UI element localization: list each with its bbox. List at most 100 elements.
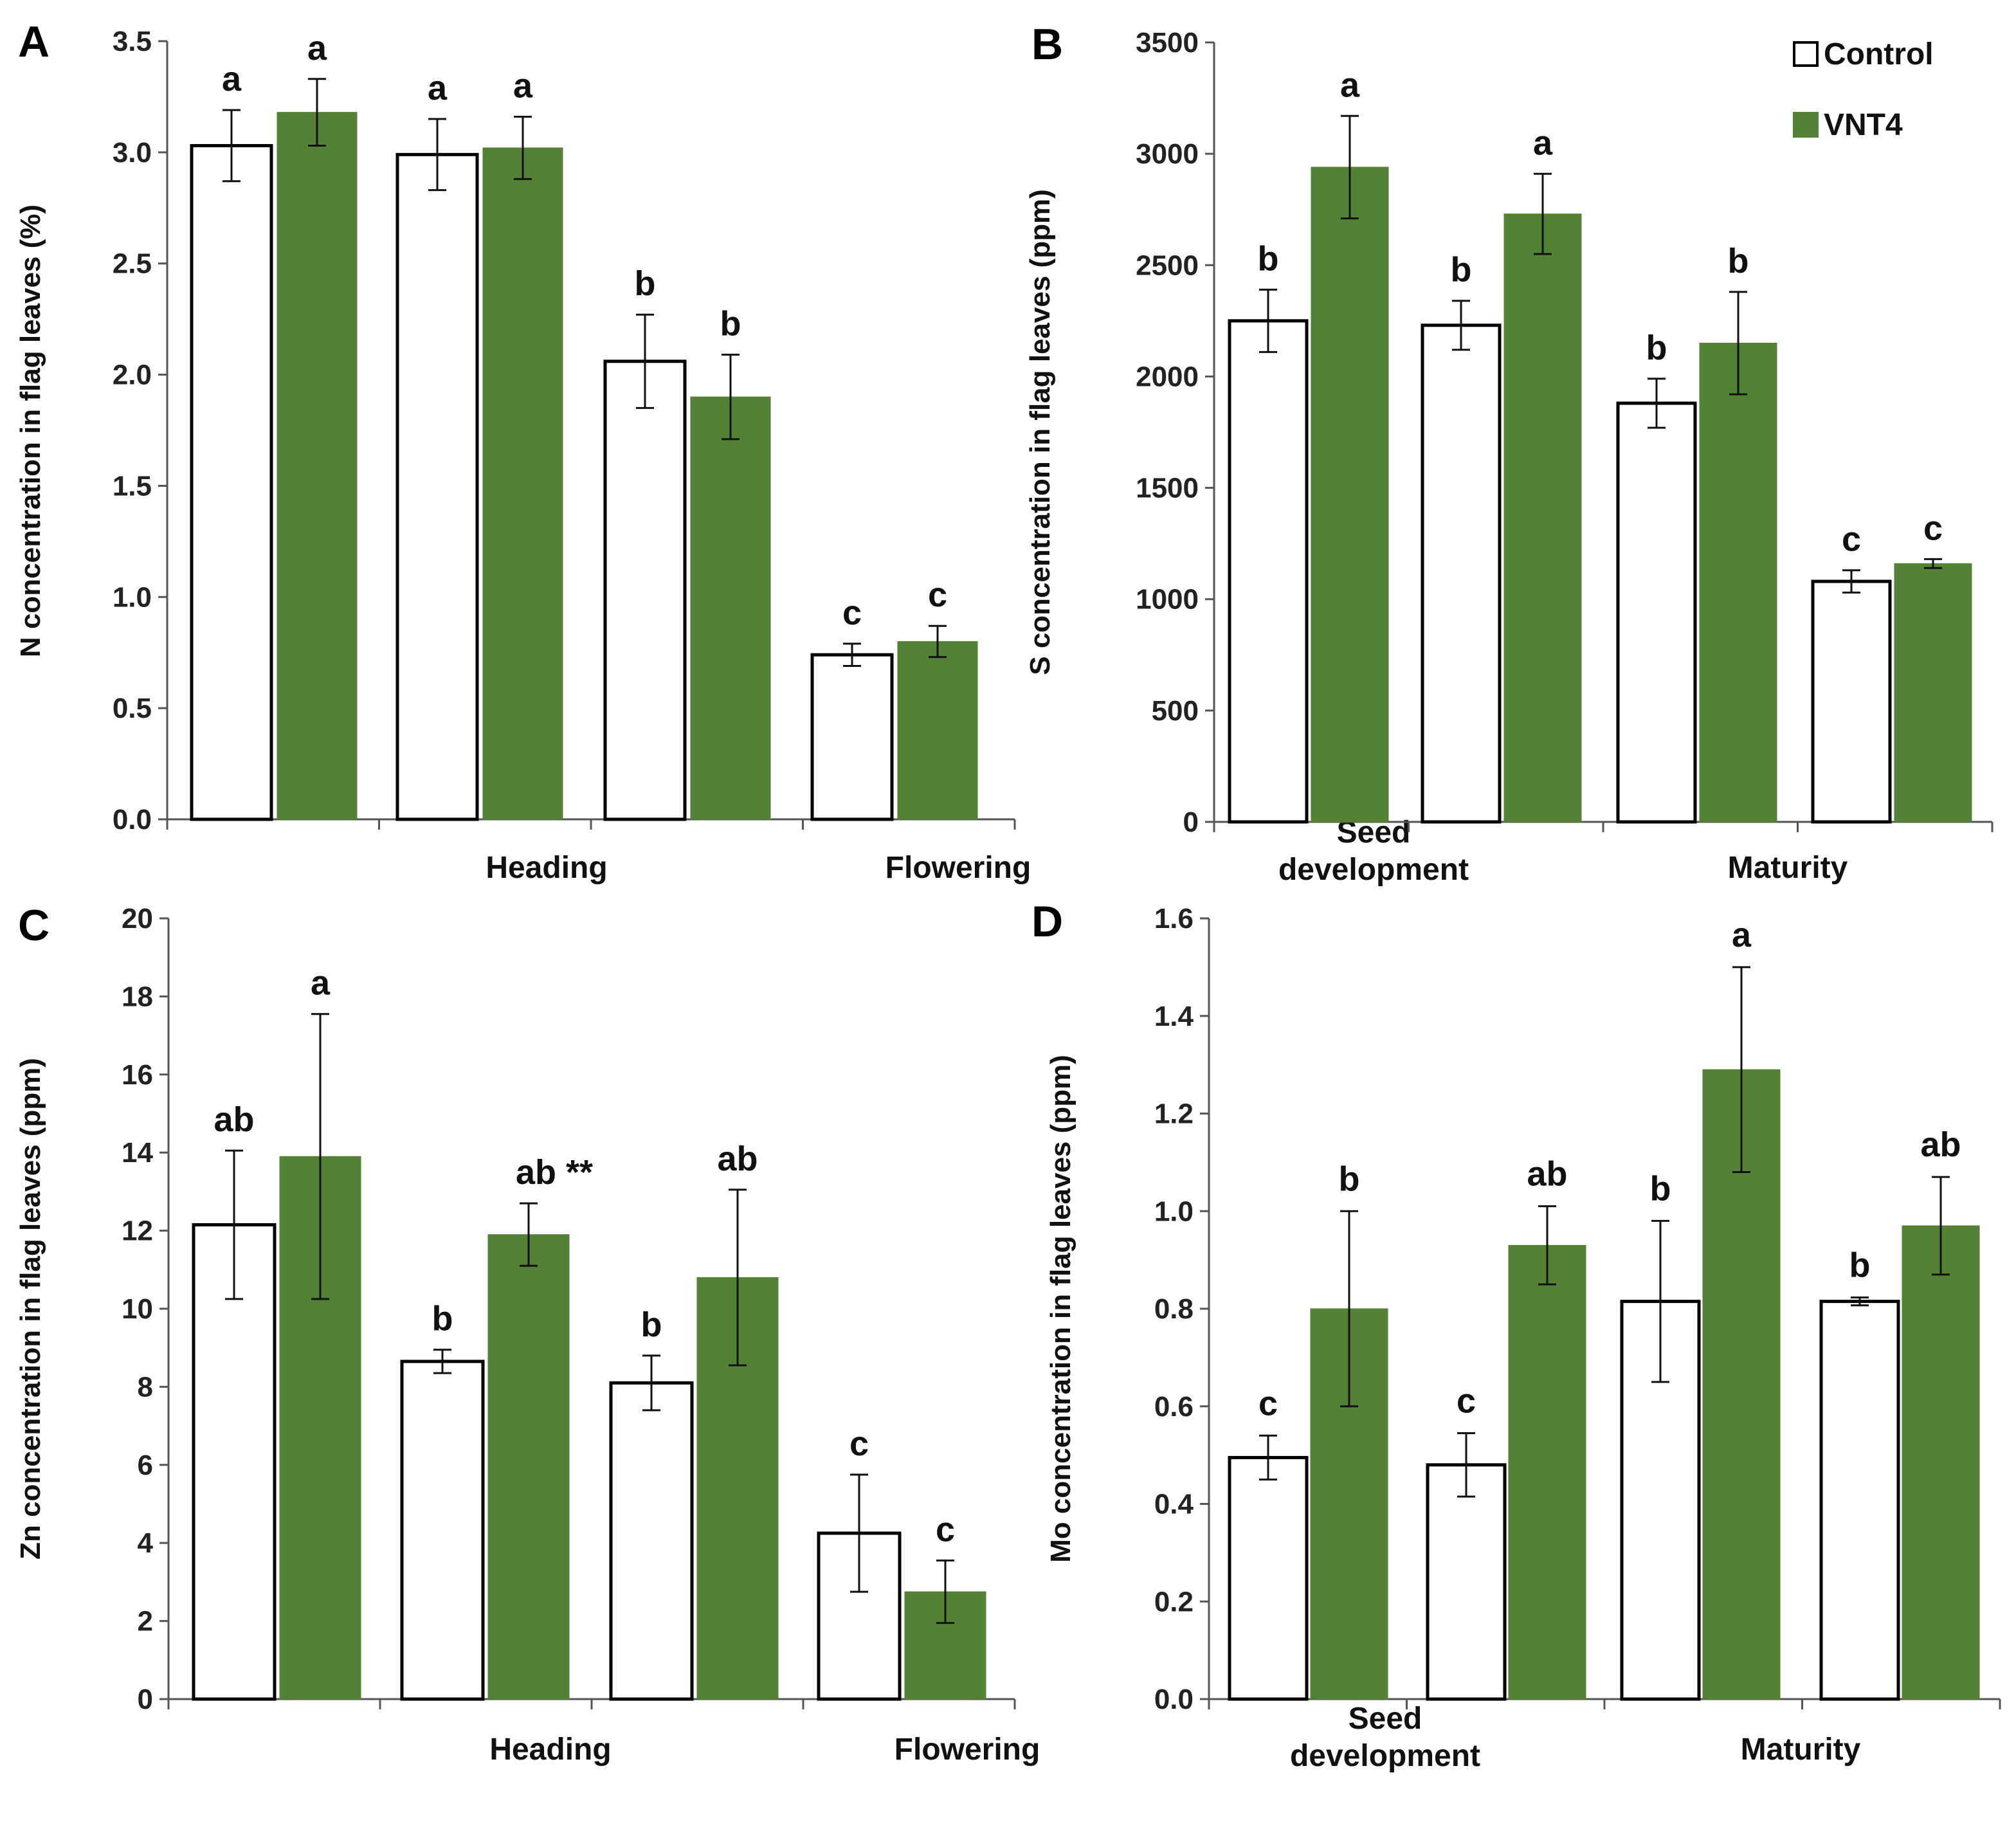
bar-control — [1426, 1463, 1507, 1701]
y-tick-label: 0.5 — [113, 693, 152, 724]
bar-vnt4 — [1902, 1225, 1980, 1700]
significance-label: ab — [717, 1140, 758, 1178]
legend-swatch-control — [1793, 41, 1819, 67]
x-category-label: Heading — [489, 1733, 611, 1767]
significance-label: ab — [213, 1100, 254, 1139]
y-tick-label: 2000 — [1136, 361, 1199, 392]
legend-label: VNT4 — [1824, 108, 1903, 142]
y-tick-label: 18 — [122, 981, 153, 1012]
y-tick-label: 3.5 — [113, 26, 152, 57]
significance-label: a — [1533, 123, 1553, 162]
bar-control — [1228, 319, 1309, 824]
panel-letter: C — [18, 901, 50, 950]
bar-control — [603, 359, 687, 821]
y-tick-label: 6 — [138, 1450, 153, 1481]
significance-label: b — [1339, 1160, 1360, 1198]
significance-label: a — [428, 69, 448, 107]
significance-label: a — [513, 67, 533, 105]
y-tick-label: 2500 — [1136, 250, 1199, 281]
bar-control — [1421, 323, 1502, 824]
significance-label: b — [1258, 239, 1279, 278]
y-tick-label: 4 — [138, 1527, 154, 1559]
bar-vnt4 — [1702, 1069, 1781, 1700]
bar-vnt4 — [1894, 563, 1972, 823]
significance-label: ab ** — [516, 1153, 593, 1192]
significance-label: b — [1646, 329, 1667, 367]
legend-swatch-vnt4 — [1793, 112, 1819, 138]
significance-label: c — [849, 1424, 869, 1463]
y-axis-label: Mo concentration in flag leaves (ppm) — [1045, 1055, 1076, 1563]
significance-label: c — [1457, 1381, 1476, 1420]
y-tick-label: 1000 — [1136, 584, 1199, 615]
y-tick-label: 14 — [122, 1137, 153, 1169]
panel-d: D 0.0 0.2 0.4 0.6 0.8 1.0 1.2 1.4 1.6 Mo concentra… — [1031, 897, 2001, 1715]
y-tick-label: 0 — [138, 1684, 153, 1715]
bar-control — [609, 1381, 694, 1701]
y-tick-label: 12 — [122, 1215, 153, 1247]
bar-control — [1811, 579, 1892, 824]
significance-label: b — [641, 1306, 662, 1344]
significance-label: b — [635, 264, 656, 303]
significance-label: c — [928, 576, 947, 614]
bar-control — [810, 653, 894, 821]
y-tick-label: 1.6 — [1154, 903, 1194, 934]
y-tick-label: 20 — [122, 903, 153, 934]
bar-control — [1819, 1300, 1900, 1701]
bar-control — [1228, 1455, 1309, 1701]
y-tick-label: 1500 — [1136, 473, 1199, 504]
x-category-label: Flowering — [885, 851, 1031, 885]
x-category-label: development — [1278, 853, 1469, 887]
x-category-label: development — [1290, 1739, 1480, 1773]
y-tick-label: 1.2 — [1154, 1098, 1194, 1130]
y-tick-label: 3500 — [1136, 27, 1199, 59]
y-tick-label: 500 — [1152, 695, 1199, 727]
y-axis-label: Zn concentration in flag leaves (ppm) — [15, 1058, 46, 1560]
panel-c: C 0 2 4 6 8 10 12 14 16 18 20 Zn concentration in fl… — [15, 901, 1861, 1773]
bar-vnt4 — [690, 396, 771, 820]
significance-label: b — [1451, 251, 1472, 289]
y-tick-label: 1.5 — [113, 470, 152, 502]
y-tick-label: 3000 — [1136, 138, 1199, 170]
x-category-label: Flowering — [894, 1733, 1040, 1767]
significance-label: b — [432, 1300, 453, 1338]
significance-label: a — [1340, 66, 1360, 104]
significance-label: a — [307, 29, 327, 68]
significance-label: a — [311, 964, 331, 1003]
significance-label: c — [1842, 520, 1861, 559]
y-tick-label: 2.0 — [113, 359, 152, 391]
legend-label: Control — [1824, 37, 1934, 71]
panel-letter: D — [1031, 897, 1063, 946]
bar-vnt4 — [487, 1234, 570, 1700]
bar-vnt4 — [1503, 214, 1582, 823]
y-tick-label: 0.4 — [1154, 1489, 1194, 1520]
panel-letter: A — [18, 17, 50, 66]
x-category-label: Maturity — [1728, 851, 1848, 885]
y-tick-label: 3.0 — [113, 137, 152, 168]
significance-label: b — [1849, 1246, 1871, 1285]
bar-control — [190, 143, 273, 821]
panel-a: A 0.0 0.5 1.0 1.5 2.0 2.5 3.0 3.5 N concentration… — [15, 17, 1848, 887]
bar-control — [817, 1531, 902, 1701]
significance-label: b — [720, 304, 741, 343]
bar-vnt4 — [277, 112, 358, 820]
y-tick-label: 0.0 — [1154, 1684, 1194, 1715]
significance-label: c — [1258, 1384, 1278, 1423]
panel-b: B 0 500 1000 1500 2000 2500 3000 3500 S concentra… — [1024, 20, 1993, 838]
y-tick-label: 2.5 — [113, 248, 152, 280]
significance-label: b — [1650, 1169, 1671, 1208]
y-tick-label: 8 — [138, 1371, 153, 1403]
bar-control — [1616, 401, 1697, 824]
y-tick-label: 1.0 — [113, 581, 152, 613]
bar-vnt4 — [482, 147, 563, 820]
bar-vnt4 — [1311, 167, 1389, 823]
x-category-label: Seed — [1349, 1702, 1422, 1736]
y-tick-label: 0 — [1183, 806, 1199, 838]
bar-vnt4 — [897, 641, 978, 820]
bar-control — [192, 1223, 277, 1701]
significance-label: a — [222, 60, 242, 98]
y-axis-label: N concentration in flag leaves (%) — [15, 205, 46, 657]
y-tick-label: 1.4 — [1154, 1001, 1194, 1032]
x-category-label: Heading — [486, 851, 607, 885]
significance-label: ab — [1527, 1155, 1567, 1194]
